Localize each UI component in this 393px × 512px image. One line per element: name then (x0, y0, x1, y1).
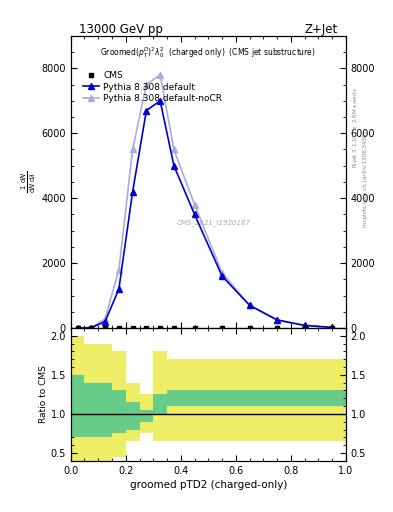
Pythia 8.308 default-noCR (89, 325, 94, 331)
CMS (75, 325, 80, 331)
Pythia 8.308 default (89, 325, 94, 331)
Pythia 8.308 default-noCR (171, 146, 176, 153)
CMS (116, 325, 121, 331)
Pythia 8.308 default (103, 318, 108, 325)
Pythia 8.308 default (275, 317, 279, 323)
X-axis label: groomed pTD2 (charged-only): groomed pTD2 (charged-only) (130, 480, 287, 490)
Pythia 8.308 default-noCR (130, 146, 135, 153)
Pythia 8.308 default-noCR (144, 81, 149, 88)
Pythia 8.308 default (330, 324, 334, 330)
Pythia 8.308 default (302, 323, 307, 329)
CMS (192, 325, 197, 331)
Pythia 8.308 default-noCR (192, 202, 197, 208)
Text: Z+Jet: Z+Jet (305, 23, 338, 36)
Y-axis label: $\frac{1}{\mathrm{d}N}\frac{\mathrm{d}N}{\mathrm{d}\lambda}$: $\frac{1}{\mathrm{d}N}\frac{\mathrm{d}N}… (20, 171, 39, 193)
Text: mcplots.cern.ch [arXiv:1306.3436]: mcplots.cern.ch [arXiv:1306.3436] (363, 132, 368, 227)
Pythia 8.308 default-noCR (247, 302, 252, 308)
Line: Pythia 8.308 default-noCR: Pythia 8.308 default-noCR (75, 72, 335, 331)
Pythia 8.308 default-noCR (116, 266, 121, 272)
CMS (89, 325, 94, 331)
Pythia 8.308 default-noCR (330, 324, 334, 330)
Pythia 8.308 default (130, 188, 135, 195)
Pythia 8.308 default-noCR (158, 72, 163, 78)
Pythia 8.308 default-noCR (75, 325, 80, 331)
CMS (158, 325, 163, 331)
CMS (247, 325, 252, 331)
CMS (130, 325, 135, 331)
Pythia 8.308 default (116, 286, 121, 292)
CMS (275, 325, 279, 331)
Y-axis label: Ratio to CMS: Ratio to CMS (39, 366, 48, 423)
Line: Pythia 8.308 default: Pythia 8.308 default (75, 98, 335, 331)
Text: Rivet 3.1.10, $\geq$ 2.6M events: Rivet 3.1.10, $\geq$ 2.6M events (352, 88, 360, 168)
Pythia 8.308 default (75, 325, 80, 331)
Pythia 8.308 default (247, 302, 252, 308)
Pythia 8.308 default-noCR (275, 317, 279, 323)
Pythia 8.308 default (192, 211, 197, 218)
Pythia 8.308 default-noCR (302, 323, 307, 329)
Text: 13000 GeV pp: 13000 GeV pp (79, 23, 162, 36)
Pythia 8.308 default (144, 108, 149, 114)
CMS (144, 325, 149, 331)
Text: CMS_2021_I1920187: CMS_2021_I1920187 (177, 220, 251, 226)
CMS (220, 325, 224, 331)
Pythia 8.308 default-noCR (220, 270, 224, 276)
CMS (103, 325, 108, 331)
Legend: CMS, Pythia 8.308 default, Pythia 8.308 default-noCR: CMS, Pythia 8.308 default, Pythia 8.308 … (81, 70, 224, 104)
Pythia 8.308 default (220, 273, 224, 279)
CMS (302, 325, 307, 331)
Pythia 8.308 default (171, 163, 176, 169)
Pythia 8.308 default (158, 98, 163, 104)
Line: CMS: CMS (75, 326, 334, 330)
CMS (330, 325, 334, 331)
CMS (171, 325, 176, 331)
Text: Groomed$(p_T^D)^2\lambda_0^2$  (charged only)  (CMS jet substructure): Groomed$(p_T^D)^2\lambda_0^2$ (charged o… (100, 45, 316, 59)
Pythia 8.308 default-noCR (103, 316, 108, 322)
